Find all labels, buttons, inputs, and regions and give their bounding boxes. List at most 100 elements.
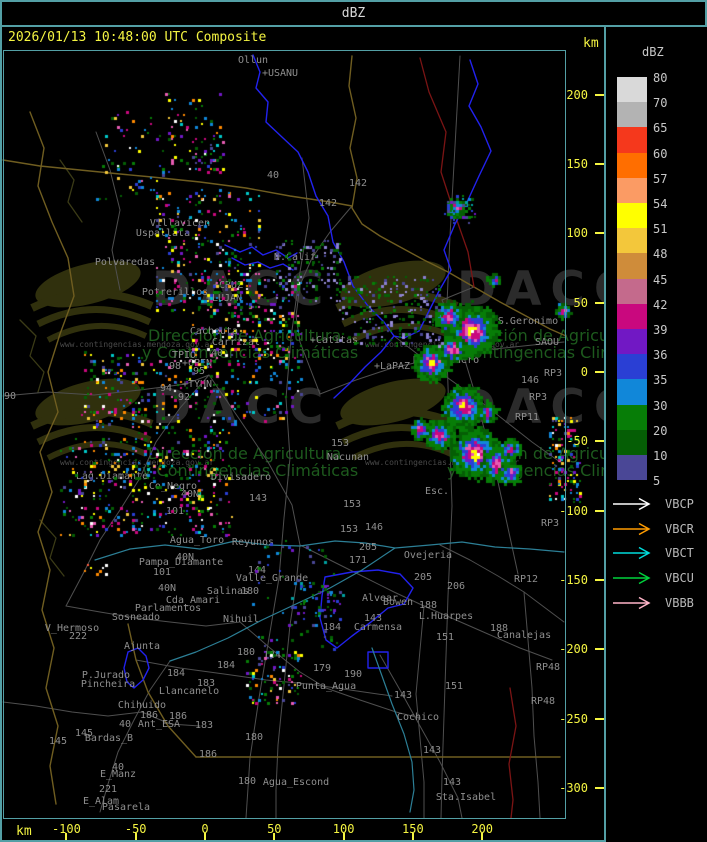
colorbar-swatch-54 (617, 203, 647, 229)
right-axis-label: -50 (566, 434, 588, 449)
colorbar-swatch-35 (617, 379, 647, 405)
map-label: Carrizal (211, 337, 261, 348)
map-label: Llancanelo (158, 686, 220, 697)
vector-legend-row: VBCT (612, 546, 694, 560)
map-label: 180 (244, 732, 264, 743)
map-label: Pasarela (101, 802, 151, 813)
bottom-axis-tick (65, 833, 68, 841)
map-label: +LUJAN (205, 293, 243, 304)
bottom-axis-tick (481, 833, 484, 841)
map-label: RP3 (528, 392, 548, 403)
right-axis-label: 50 (573, 295, 588, 310)
map-label: Reyunos (231, 537, 275, 548)
vector-arrow-icon (613, 547, 651, 560)
right-axis-tick (595, 93, 604, 96)
colorbar-label: 48 (653, 247, 668, 262)
map-label: Potrerillos (141, 287, 209, 298)
map-label: +USANU (261, 68, 299, 79)
right-axis-tick (595, 786, 604, 789)
right-axis-tick (595, 648, 604, 651)
map-label: 95 (192, 366, 206, 377)
right-axis-tick (595, 509, 604, 512)
map-label: 98 (168, 361, 182, 372)
bottom-axis-tick (411, 833, 414, 841)
colorbar-label: 42 (653, 297, 668, 312)
map-label: 146 (520, 375, 540, 386)
right-axis-label: -300 (559, 780, 588, 795)
map-label: 143 (393, 690, 413, 701)
colorbar-label: 30 (653, 398, 668, 413)
map-label: Esc. (424, 486, 450, 497)
map-label: Ant_ESA (137, 719, 181, 730)
map-label: Nacunan (326, 452, 370, 463)
map-label: 184 (166, 668, 186, 679)
vector-legend-row: VBCR (612, 522, 694, 536)
right-axis-tick (595, 232, 604, 235)
map-label: +Catitas (309, 335, 359, 346)
colorbar-label: 51 (653, 222, 668, 237)
map-label: Sta.Isabel (435, 792, 497, 803)
right-axis-label: 150 (566, 157, 588, 172)
map-label: Pincheira (80, 679, 136, 690)
colorbar-label: 60 (653, 146, 668, 161)
colorbar-swatch-39 (617, 329, 647, 355)
vector-arrow-icon (613, 497, 651, 511)
right-axis-tick (595, 301, 604, 304)
map-label: 188 (418, 600, 438, 611)
right-axis-tick (595, 371, 604, 373)
map-label: Carmensa (353, 622, 403, 633)
right-axis-label: -150 (559, 572, 588, 587)
right-axis-tick (595, 163, 604, 166)
vector-arrow-icon (613, 522, 651, 535)
map-label: 205 (358, 542, 378, 553)
right-axis-label: 100 (566, 226, 588, 241)
map-label: 222 (68, 631, 88, 642)
map-label: Lag.Diamante (75, 471, 149, 482)
vector-legend-row: VBBB (612, 596, 694, 610)
map-label: Sosneado (111, 612, 161, 623)
right-axis-label: -100 (559, 503, 588, 518)
map-label: 180 (236, 647, 256, 658)
vector-label: VBCP (665, 497, 694, 511)
map-label: Polvaredas (94, 257, 156, 268)
map-label: 221 (98, 784, 118, 795)
right-axis-label: 0 (580, 365, 588, 379)
map-label: Uspallata (135, 228, 191, 239)
map-label: L.Huarpes (418, 611, 474, 622)
right-axis-label: -250 (559, 711, 588, 726)
map-label: N.Calif (273, 252, 317, 263)
legend-header: dBZ (642, 45, 664, 59)
map-label: 40N (157, 583, 177, 594)
map-label: E_Manz (99, 769, 137, 780)
map-label: 151 (435, 632, 455, 643)
map-label: 40 (118, 719, 132, 730)
vector-arrow-icon (613, 596, 651, 609)
map-label: Agua_Escond (262, 777, 330, 788)
map-label: Ollun (237, 55, 269, 66)
map-label: Bowen (382, 597, 414, 608)
place-labels-layer: Ollun +USANU 40 142 142 Villavicen Uspallata N.… (0, 27, 604, 840)
vector-arrow-icon (613, 571, 651, 585)
colorbar-swatch-10 (617, 455, 647, 481)
map-label: +LaPAZ (373, 361, 411, 372)
map-label: Canalejas (496, 630, 552, 641)
km-unit-bottom-left: km (16, 824, 32, 839)
map-label: Cochico (396, 712, 440, 723)
map-label: 151 (444, 681, 464, 692)
map-label: 145 (48, 736, 68, 747)
colorbar-label: 70 (653, 96, 668, 111)
map-label: 142 (348, 178, 368, 189)
map-viewport: DACC Dirección de Agricultura y Contingenc… (0, 27, 604, 840)
right-axis-label: -200 (559, 642, 588, 657)
colorbar-label: 65 (653, 121, 668, 136)
map-label: 90 (3, 391, 17, 402)
map-label: 184 (216, 660, 236, 671)
timestamp-text: 2026/01/13 10:48:00 UTC Composite (8, 30, 267, 45)
colorbar-swatch-36 (617, 354, 647, 380)
map-label: Cacheuta (189, 326, 239, 337)
colorbar-swatch-65 (617, 127, 647, 153)
colorbar-label: 45 (653, 272, 668, 287)
vector-legend-row: VBCU (612, 571, 694, 585)
map-label: 101 (152, 567, 172, 578)
